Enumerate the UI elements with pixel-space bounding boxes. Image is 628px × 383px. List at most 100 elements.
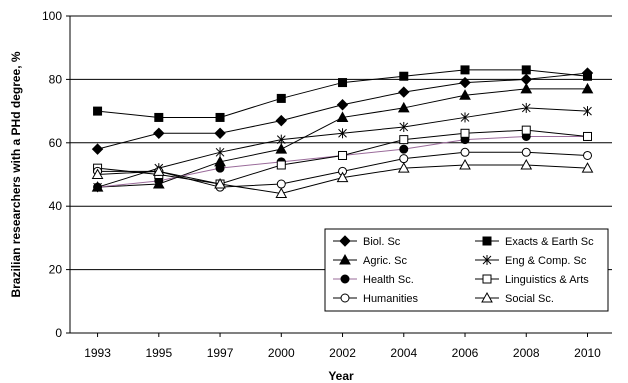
y-tick-label: 100 [42, 9, 62, 23]
x-tick-label: 2004 [390, 346, 417, 360]
legend-label: Biol. Sc [363, 236, 401, 248]
data-point [460, 65, 470, 75]
data-point [581, 82, 594, 94]
legend-marker [482, 236, 492, 246]
data-point [214, 127, 226, 139]
data-point [459, 158, 471, 170]
data-point [583, 150, 593, 160]
data-point [336, 111, 349, 122]
data-point [583, 71, 593, 81]
legend-item: Linguistics & Arts [475, 274, 589, 286]
x-tick-label: 1995 [145, 346, 172, 360]
x-tick-label: 1993 [84, 346, 111, 360]
series-group [91, 65, 594, 199]
data-point [399, 154, 409, 164]
data-point [521, 65, 531, 75]
legend-marker [340, 293, 350, 303]
x-axis-title: Year [328, 369, 354, 383]
legend-item: Eng & Comp. Sc [475, 255, 587, 267]
legend-marker [339, 253, 351, 265]
legend-label: Eng & Comp. Sc [505, 255, 587, 267]
data-point [153, 127, 165, 139]
data-point [93, 106, 103, 116]
legend-item: Agric. Sc [333, 253, 408, 267]
y-tick-label: 20 [49, 263, 63, 277]
series-social-sc [91, 158, 594, 199]
data-point [215, 163, 225, 173]
legend-box [324, 228, 609, 312]
legend-label: Linguistics & Arts [505, 274, 589, 286]
data-point [336, 99, 349, 111]
data-point [154, 112, 164, 122]
data-point [459, 76, 471, 89]
data-point [521, 125, 531, 135]
x-tick-label: 2006 [452, 346, 479, 360]
data-point [275, 143, 288, 154]
data-point [460, 112, 470, 123]
tick-labels: 0 20 40 60 80 100 1993 1995 1997 2000 2002 2004 2006… [42, 9, 601, 360]
data-point [520, 82, 533, 94]
data-point [93, 182, 103, 192]
data-point [521, 102, 531, 113]
legend-label: Humanities [363, 293, 419, 305]
data-point [583, 131, 593, 141]
data-point [397, 101, 410, 113]
axes [66, 15, 612, 337]
data-point [399, 135, 409, 145]
legend-item: Social Sc. [475, 291, 554, 305]
legend-marker [340, 274, 350, 284]
legend-label: Health Sc. [363, 274, 414, 286]
data-point [215, 147, 225, 158]
data-point [460, 147, 470, 157]
legend-label: Exacts & Earth Sc [505, 236, 594, 248]
x-tick-label: 1997 [207, 346, 234, 360]
data-point [399, 121, 409, 132]
legend-label: Social Sc. [505, 293, 554, 305]
data-point [583, 106, 592, 117]
series-health-sc [93, 131, 593, 192]
data-point [91, 143, 104, 155]
x-tick-label: 2010 [574, 346, 601, 360]
x-tick-label: 2000 [268, 346, 295, 360]
data-point [398, 86, 410, 98]
data-point [521, 147, 531, 157]
data-point [336, 171, 349, 183]
data-point [91, 168, 104, 179]
data-point [275, 187, 288, 199]
data-point [338, 150, 348, 160]
series-exacts-earth-sc [93, 65, 593, 122]
legend-marker [339, 235, 351, 247]
series-biol-sc [91, 67, 594, 155]
data-point [459, 89, 471, 100]
legend-marker [482, 274, 492, 284]
legend-item: Biol. Sc [333, 235, 401, 248]
series-linguistics-arts [93, 125, 593, 189]
legend-item: Humanities [333, 293, 419, 305]
data-point [338, 78, 348, 88]
x-tick-label: 2002 [329, 346, 356, 360]
data-point [460, 128, 470, 138]
legend: Biol. Sc Exacts & Earth Sc Agric. Sc Eng & … [324, 228, 609, 312]
data-point [338, 128, 347, 139]
data-point [397, 162, 410, 173]
data-point [276, 160, 286, 170]
legend-item: Health Sc. [333, 274, 414, 286]
y-tick-label: 0 [55, 326, 62, 340]
y-tick-label: 60 [49, 136, 63, 150]
data-point [275, 114, 287, 127]
data-point [276, 179, 286, 189]
legend-label: Agric. Sc [363, 255, 408, 267]
data-point [214, 177, 226, 189]
legend-marker [482, 255, 492, 265]
data-point [276, 134, 286, 145]
y-axis-title: Brazilian researchers with a PHd degree,… [9, 51, 23, 297]
data-point [581, 162, 594, 173]
data-point [152, 165, 165, 176]
legend-marker [481, 291, 493, 303]
x-tick-label: 2008 [513, 346, 540, 360]
data-point [399, 144, 409, 154]
data-point [520, 158, 533, 170]
data-point [399, 71, 409, 81]
data-point [215, 112, 225, 122]
